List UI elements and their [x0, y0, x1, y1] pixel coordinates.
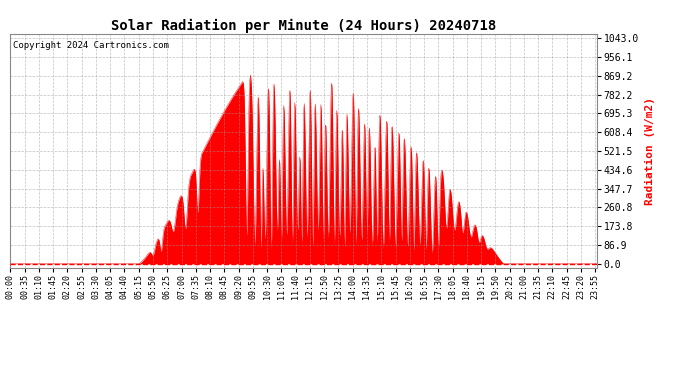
Text: Copyright 2024 Cartronics.com: Copyright 2024 Cartronics.com	[13, 41, 169, 50]
Title: Solar Radiation per Minute (24 Hours) 20240718: Solar Radiation per Minute (24 Hours) 20…	[111, 18, 496, 33]
Y-axis label: Radiation (W/m2): Radiation (W/m2)	[644, 97, 655, 205]
